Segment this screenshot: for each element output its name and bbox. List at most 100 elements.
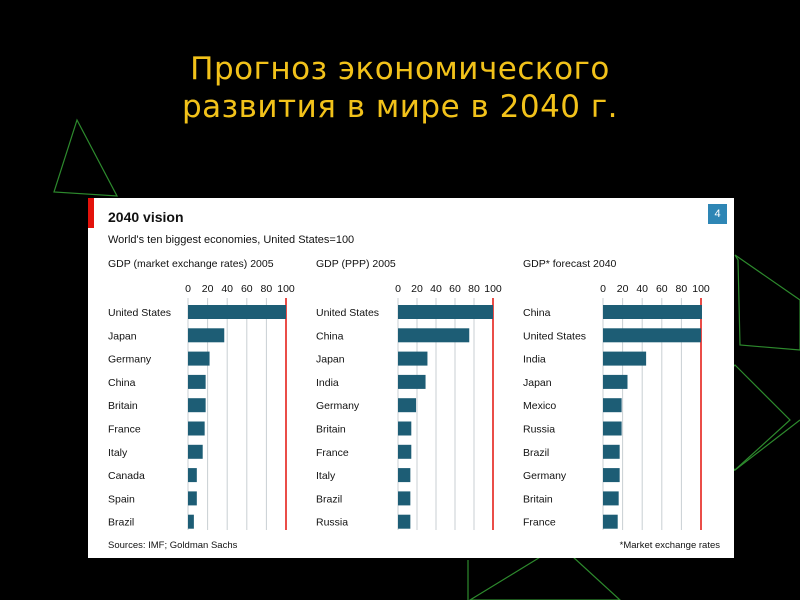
bar: [603, 491, 619, 506]
bar: [398, 351, 428, 366]
category-label: Brazil: [108, 517, 134, 529]
x-tick-label: 100: [692, 283, 710, 295]
bar: [188, 444, 203, 459]
category-label: France: [523, 517, 556, 529]
x-tick-label: 60: [449, 283, 461, 295]
chart-panel-2: GDP (PPP) 2005 0 20 40 60 80 100 United States…: [88, 198, 734, 558]
bar: [188, 305, 286, 319]
diagonal-line-right: [734, 419, 800, 471]
category-label: Italy: [316, 470, 336, 482]
bar: [398, 491, 411, 506]
chart-svg-1: 0 20 40 60 80 100 United States Japan Germany Chi…: [108, 283, 295, 530]
triangle-outline-left: [53, 118, 119, 197]
footnote: *Market exchange rates: [619, 540, 720, 551]
category-label: Germany: [108, 354, 152, 366]
bar: [398, 305, 493, 319]
category-label: Spain: [108, 493, 135, 505]
bar: [188, 351, 210, 366]
x-tick-label: 20: [411, 283, 423, 295]
chart-card: 2040 vision World's ten biggest economie…: [88, 198, 734, 558]
diamond-outline-right-1: [734, 254, 800, 351]
panel-title-3: GDP* forecast 2040: [523, 258, 617, 270]
category-label: Britain: [316, 424, 346, 436]
bar: [603, 421, 622, 436]
x-tick-label: 40: [221, 283, 233, 295]
bar: [603, 514, 618, 529]
bar: [398, 421, 412, 436]
category-label: Russia: [523, 424, 555, 436]
category-label: China: [523, 307, 551, 319]
chart-panel-3: GDP* forecast 2040 0 20 40 60 80 100 China Unit…: [88, 198, 734, 558]
bar: [188, 421, 205, 436]
category-label: Germany: [523, 470, 567, 482]
x-tick-label: 60: [241, 283, 253, 295]
x-tick-label: 20: [202, 283, 214, 295]
category-label: India: [523, 354, 546, 366]
card-subtitle: World's ten biggest economies, United St…: [108, 234, 355, 246]
category-label: Brazil: [316, 493, 342, 505]
bar: [603, 398, 622, 413]
chart-svg-2: 0 20 40 60 80 100 United States China Japan India…: [316, 283, 502, 530]
x-tick-label: 0: [395, 283, 401, 295]
bar: [398, 514, 411, 529]
category-label: Canada: [108, 470, 145, 482]
x-tick-label: 0: [600, 283, 606, 295]
panel-title-2: GDP (PPP) 2005: [316, 258, 396, 270]
x-tick-label: 0: [185, 283, 191, 295]
slide-title-line-2: развития в мире в 2040 г.: [181, 89, 619, 125]
category-label: Italy: [108, 447, 128, 459]
bar: [603, 351, 647, 366]
category-label: Japan: [523, 377, 552, 389]
x-tick-label: 80: [468, 283, 480, 295]
card-title: 2040 vision: [108, 209, 184, 225]
bar: [603, 374, 628, 389]
category-label: United States: [523, 330, 586, 342]
x-tick-label: 100: [484, 283, 502, 295]
bar: [398, 328, 470, 343]
category-label: Brazil: [523, 447, 549, 459]
category-label: United States: [316, 307, 379, 319]
category-label: Britain: [108, 400, 138, 412]
x-tick-label: 40: [636, 283, 648, 295]
bar: [188, 374, 206, 389]
bar: [398, 398, 417, 413]
category-label: Britain: [523, 493, 553, 505]
bar: [398, 468, 411, 483]
x-tick-label: 40: [430, 283, 442, 295]
bar: [188, 328, 225, 343]
x-tick-label: 80: [261, 283, 273, 295]
card-accent-bar: [88, 198, 94, 228]
triangle-outline-bottom-right: [468, 544, 621, 600]
bar: [398, 444, 412, 459]
x-tick-label: 80: [676, 283, 688, 295]
category-label: China: [316, 330, 344, 342]
category-label: Germany: [316, 400, 360, 412]
category-label: France: [108, 424, 141, 436]
category-label: United States: [108, 307, 171, 319]
bar: [603, 444, 620, 459]
bar: [188, 514, 194, 529]
source-note: Sources: IMF; Goldman Sachs: [108, 540, 238, 551]
category-label: India: [316, 377, 339, 389]
category-label: China: [108, 377, 136, 389]
x-tick-label: 60: [656, 283, 668, 295]
panel-title-1: GDP (market exchange rates) 2005: [108, 258, 274, 270]
slide-title-line-1: Прогноз экономического: [190, 51, 610, 87]
bar: [603, 305, 702, 319]
bar: [603, 468, 620, 483]
x-tick-label: 100: [277, 283, 295, 295]
bar: [188, 468, 197, 483]
category-label: Japan: [316, 354, 345, 366]
chart-panel-1: GDP (market exchange rates) 2005 0 20 40 60…: [88, 198, 734, 558]
category-label: France: [316, 447, 349, 459]
category-label: Japan: [108, 330, 137, 342]
category-label: Russia: [316, 517, 348, 529]
bar: [398, 374, 426, 389]
category-label: Mexico: [523, 400, 556, 412]
bar: [188, 398, 206, 413]
slide-title: Прогноз экономического развития в мире в…: [0, 50, 800, 126]
chart-svg-3: 0 20 40 60 80 100 China United States India Japan…: [523, 283, 710, 530]
bar: [603, 328, 701, 343]
x-tick-label: 20: [617, 283, 629, 295]
bar: [188, 491, 197, 506]
